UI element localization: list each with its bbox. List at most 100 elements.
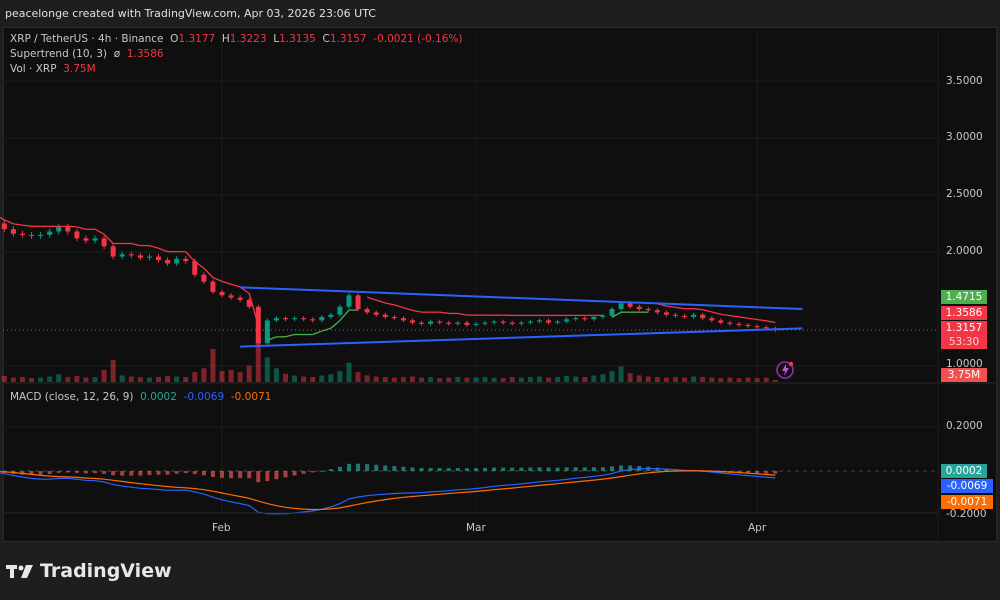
macd-pane — [0, 463, 938, 515]
supertrend-row[interactable]: Supertrend (10, 3) ø 1.3586 — [10, 47, 463, 62]
supertrend-segment — [67, 225, 77, 228]
supertrend-segment — [158, 247, 168, 253]
macd-histogram-bar — [773, 471, 778, 474]
macd-histogram-bar — [83, 471, 88, 474]
candle-body — [174, 258, 180, 264]
candle-body — [355, 295, 361, 309]
candle-body — [419, 322, 425, 324]
low-label: L — [273, 33, 280, 45]
supertrend-segment — [221, 280, 232, 285]
candle-body — [591, 316, 597, 320]
volume-bar — [92, 377, 98, 382]
volume-bar — [564, 375, 570, 382]
macd-histogram-bar — [483, 467, 488, 471]
candle-body — [83, 238, 89, 241]
candle-body — [582, 318, 588, 320]
volume-bar — [527, 377, 533, 382]
trendline — [240, 327, 803, 348]
volume-bar — [518, 377, 524, 382]
macd-histogram-bar — [310, 471, 315, 473]
volume-bar — [337, 371, 343, 382]
volume-bar — [609, 371, 615, 382]
candle-body — [110, 246, 116, 257]
volume-bar — [736, 378, 742, 382]
macd-histogram-bar — [600, 467, 605, 471]
candle-body — [219, 291, 225, 296]
macd-tick: 0.2000 — [946, 420, 983, 432]
supertrend-segment — [747, 317, 758, 321]
volume-bar — [482, 377, 488, 382]
macd-tag: 0.0002 — [941, 464, 987, 478]
supertrend-segment — [366, 296, 377, 301]
volume-bar — [663, 377, 669, 382]
macd-histogram-bar — [464, 468, 469, 471]
supertrend-segment — [149, 244, 159, 249]
volume-row[interactable]: Vol · XRP 3.75M — [10, 62, 463, 77]
supertrend-segment — [385, 302, 395, 306]
supertrend-segment — [675, 306, 685, 310]
supertrend-label: Supertrend (10, 3) — [10, 48, 107, 60]
volume-bar — [137, 377, 143, 382]
candle-body — [736, 323, 742, 325]
candle-body — [119, 254, 125, 257]
candle-body — [763, 327, 769, 329]
candle-body — [137, 255, 143, 258]
candle-body — [128, 254, 134, 256]
volume-bar — [192, 372, 198, 382]
candle-body — [146, 256, 152, 258]
supertrend-segment — [185, 251, 196, 263]
volume-bar — [754, 378, 760, 382]
macd-histogram-bar — [519, 467, 524, 471]
lightning-icon[interactable] — [776, 361, 794, 379]
macd-histogram-bar — [47, 471, 52, 475]
candle-body — [337, 306, 343, 315]
macd-histogram-bar — [428, 467, 433, 471]
volume-bar — [373, 376, 379, 382]
volume-bar — [718, 378, 724, 382]
volume-bar — [555, 377, 561, 382]
macd-legend[interactable]: MACD (close, 12, 26, 9) 0.0002 -0.0069 -… — [10, 390, 271, 405]
tradingview-logo[interactable]: TradingView — [6, 560, 172, 582]
close-label: C — [322, 33, 330, 45]
volume-bar — [509, 377, 515, 382]
tradingview-logo-icon — [6, 565, 33, 578]
histogram-value: -0.0071 — [230, 391, 272, 403]
candle-body — [373, 312, 379, 315]
symbol-label[interactable]: XRP / TetherUS · 4h · Binance — [10, 33, 164, 45]
volume-bar — [627, 373, 633, 382]
candle-body — [482, 322, 488, 324]
trendline-price-tag: 1.4715 — [941, 290, 987, 304]
macd-histogram-bar — [93, 471, 98, 474]
volume-bar — [74, 375, 80, 382]
volume-bar — [201, 368, 207, 382]
time-tick: Apr — [748, 522, 767, 534]
volume-bar — [727, 377, 733, 382]
macd-histogram-bar — [337, 466, 342, 471]
volume-bar — [165, 375, 171, 382]
price-tick: 2.0000 — [946, 245, 983, 257]
volume-bar — [446, 377, 452, 382]
macd-histogram-bar — [383, 465, 388, 471]
macd-histogram-bar — [555, 467, 560, 471]
candle-body — [409, 320, 415, 323]
supertrend-segment — [285, 333, 295, 338]
volume-bar — [591, 375, 597, 382]
macd-histogram-bar — [183, 471, 188, 474]
macd-histogram-bar — [29, 471, 34, 475]
supertrend-segment — [194, 261, 205, 269]
supertrend-segment — [403, 307, 413, 312]
volume-bar — [473, 377, 479, 382]
candle-body — [473, 323, 479, 325]
macd-histogram-bar — [292, 471, 297, 476]
chart-frame[interactable] — [3, 27, 997, 542]
high-value: 1.3223 — [229, 33, 267, 45]
volume-bar — [219, 371, 225, 382]
volume-bar — [246, 365, 252, 382]
supertrend-segment — [267, 336, 277, 341]
volume-bar — [673, 377, 678, 382]
candle-body — [237, 297, 243, 300]
supertrend-segment — [0, 216, 5, 221]
candle-body — [319, 316, 325, 321]
supertrend — [0, 216, 776, 341]
